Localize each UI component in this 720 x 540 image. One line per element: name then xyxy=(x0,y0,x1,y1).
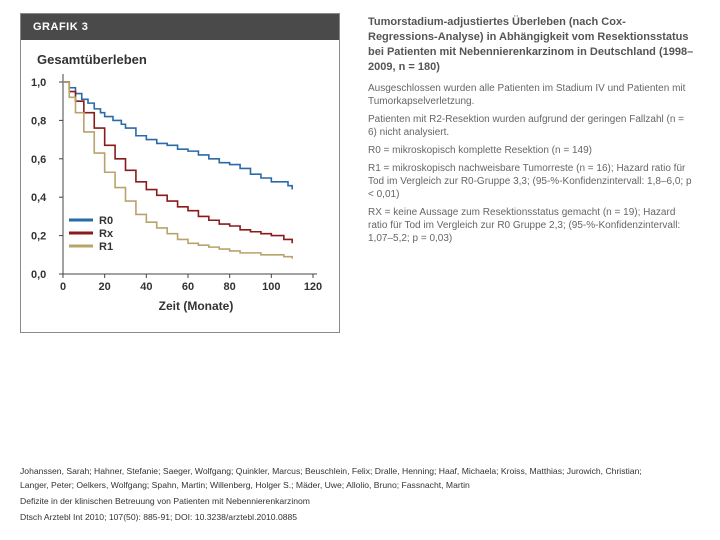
chart-title: Gesamtüberleben xyxy=(37,52,147,67)
figure-title: Tumorstadium-adjustiertes Überleben (nac… xyxy=(368,16,694,73)
note-r0: R0 = mikroskopisch komplette Resektion (… xyxy=(368,145,592,156)
note-exclusion: Ausgeschlossen wurden alle Patienten im … xyxy=(368,83,686,107)
y-tick-label: 0,6 xyxy=(31,154,46,166)
x-tick-label: 100 xyxy=(262,281,280,293)
citation-authors-line1: Johanssen, Sarah; Hahner, Stefanie; Saeg… xyxy=(20,466,642,476)
y-tick-label: 0,2 xyxy=(31,231,46,243)
figure-label: GRAFIK 3 xyxy=(21,14,339,40)
figure: GRAFIK 3 Gesamtüberleben 0,0 0,2 0,4 0,6 0,8 1… xyxy=(20,13,694,333)
y-tick-label: 0,4 xyxy=(31,192,47,204)
series-line-r1 xyxy=(63,81,293,259)
citation: Johanssen, Sarah; Hahner, Stefanie; Saeg… xyxy=(20,465,710,525)
legend-label-rx: Rx xyxy=(99,228,114,240)
x-tick-label: 120 xyxy=(304,281,322,293)
citation-journal: Dtsch Arztebl Int 2010; 107(50): 885-91;… xyxy=(20,512,298,522)
y-tick-label: 1,0 xyxy=(31,77,46,89)
x-tick-label: 20 xyxy=(99,281,111,293)
legend-label-r0: R0 xyxy=(99,215,113,227)
note-r2: Patienten mit R2-Resektion wurden aufgru… xyxy=(368,114,685,138)
note-r1: R1 = mikroskopisch nachweisbare Tumorres… xyxy=(368,163,692,200)
y-tick-label: 0,8 xyxy=(31,115,46,127)
x-tick-label: 0 xyxy=(60,281,66,293)
x-tick-label: 40 xyxy=(140,281,152,293)
citation-article-title: Defizite in der klinischen Betreuung von… xyxy=(20,496,310,506)
note-rx: RX = keine Aussage zum Resektionsstatus … xyxy=(368,207,681,244)
y-tick-label: 0,0 xyxy=(31,269,46,281)
chart-panel: GRAFIK 3 Gesamtüberleben 0,0 0,2 0,4 0,6 0,8 1… xyxy=(20,13,340,333)
caption-panel: Tumorstadium-adjustiertes Überleben (nac… xyxy=(368,15,694,250)
x-tick-label: 80 xyxy=(224,281,236,293)
series-line-r0 xyxy=(63,81,293,190)
survival-chart: Gesamtüberleben 0,0 0,2 0,4 0,6 0,8 1,0 0 20 40 60… xyxy=(31,52,322,313)
series-line-rx xyxy=(63,81,293,244)
citation-authors-line2: Langer, Peter; Oelkers, Wolfgang; Spahn,… xyxy=(20,480,470,490)
legend-label-r1: R1 xyxy=(99,241,113,253)
x-axis-label: Zeit (Monate) xyxy=(159,299,234,313)
x-tick-label: 60 xyxy=(182,281,194,293)
